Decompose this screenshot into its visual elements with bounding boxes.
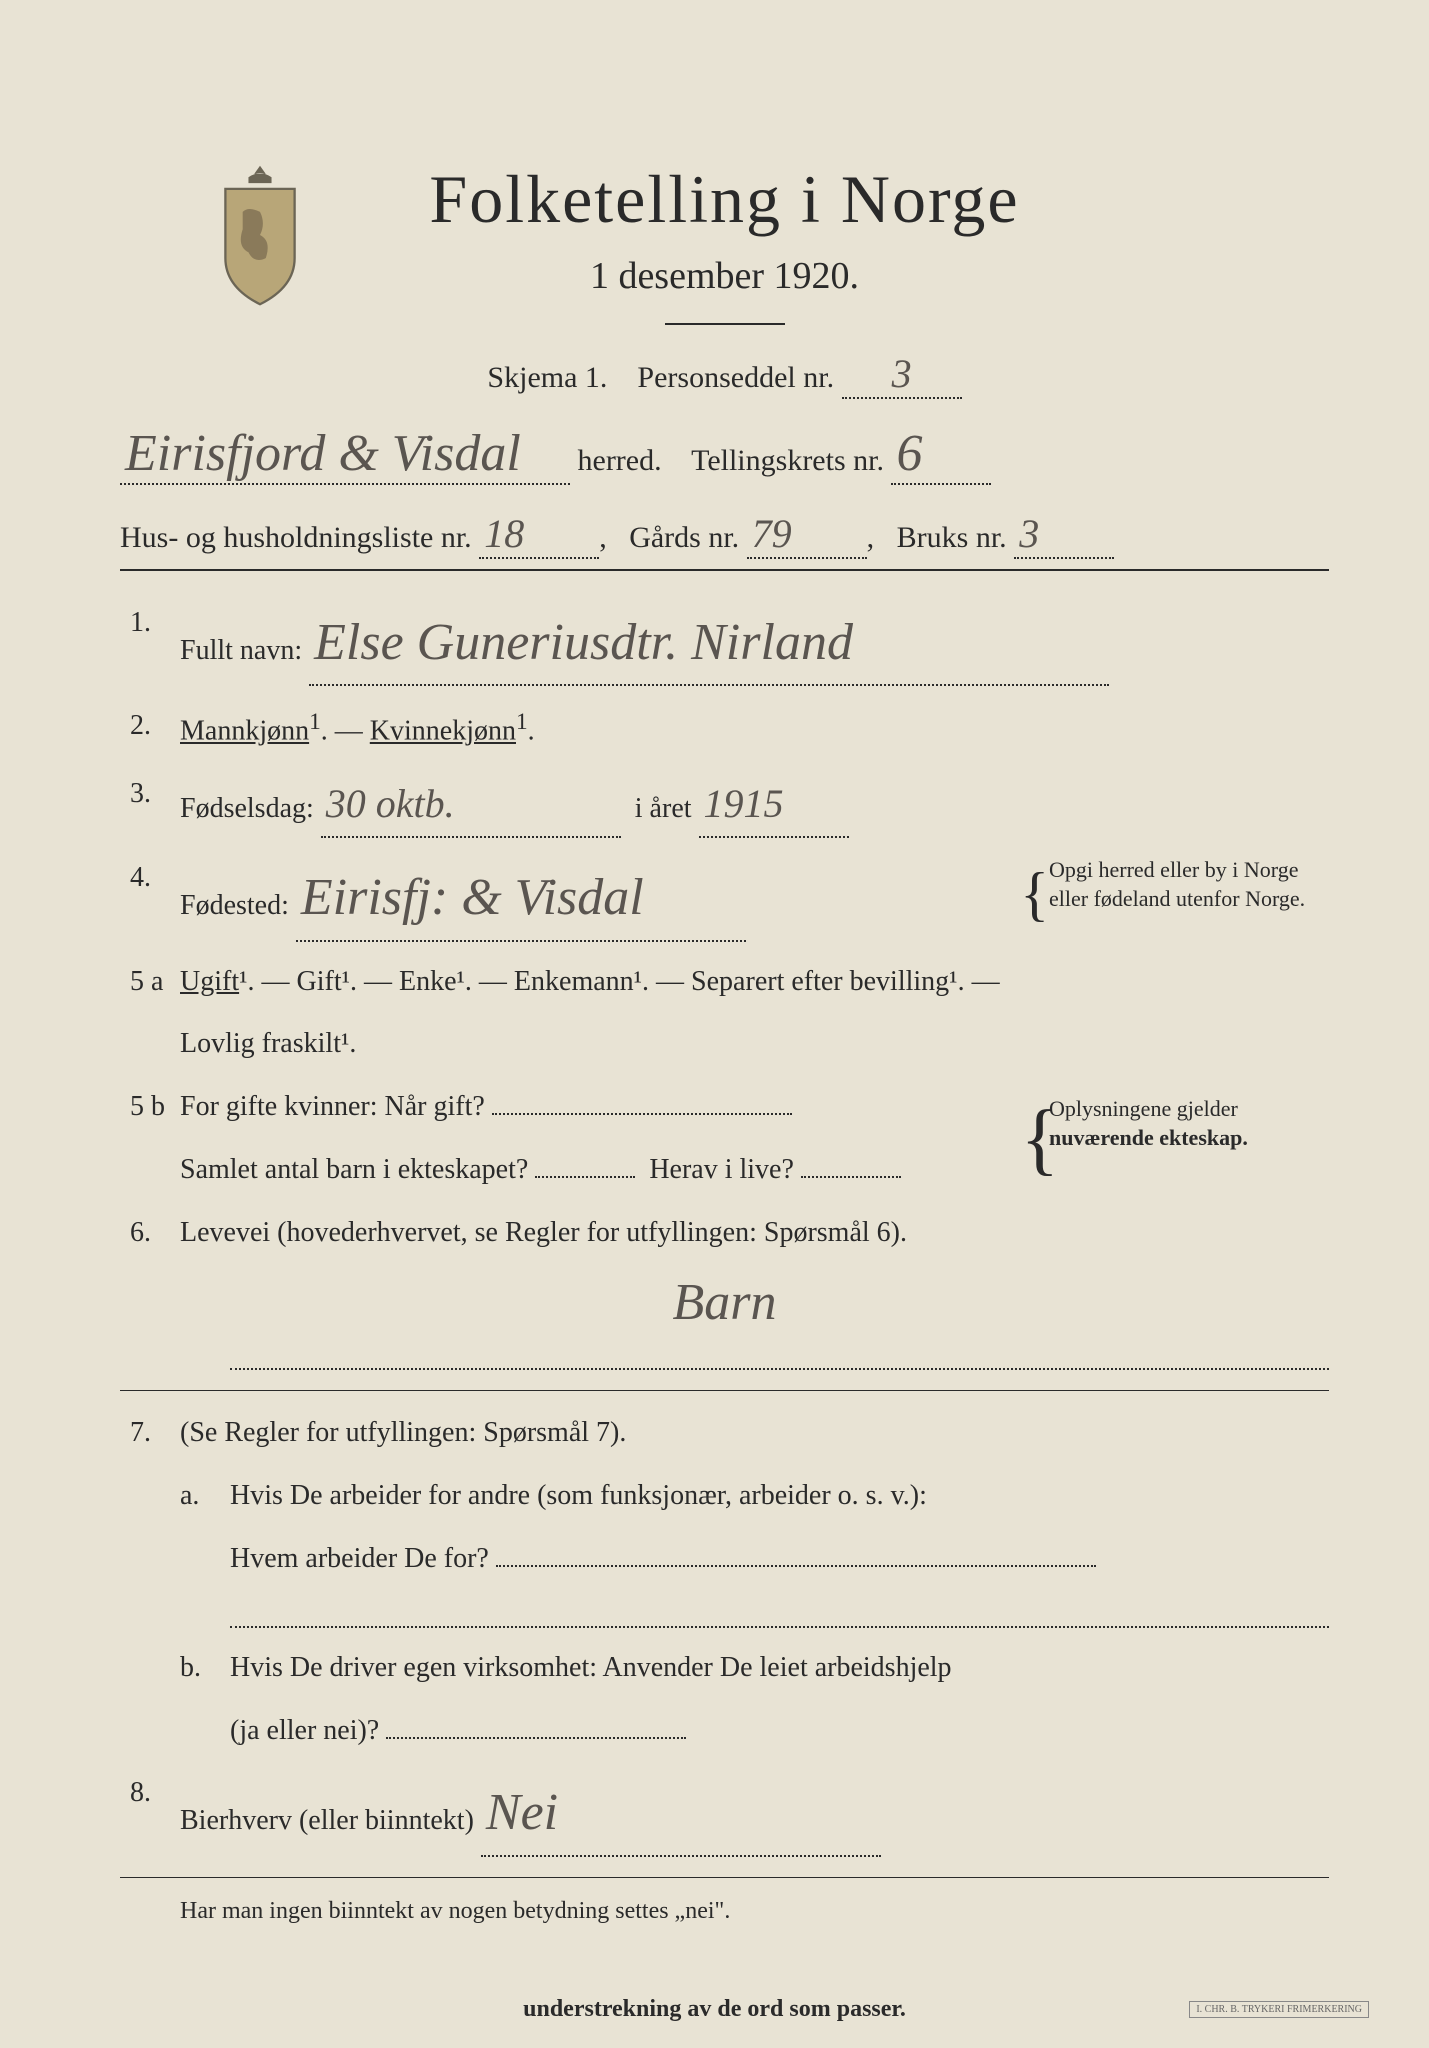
q6: 6. Levevei (hovederhvervet, se Regler fo… [120, 1211, 1329, 1256]
q4-num: 4. [130, 856, 151, 901]
cutoff-text: understrekning av de ord som passer. [523, 1996, 906, 2023]
personseddel-nr: 3 [892, 351, 912, 396]
q2-kvinne: Kvinnekjønn [370, 716, 516, 747]
q4-note: Opgi herred eller by i Norge eller fødel… [1049, 856, 1329, 913]
q5a-options2: Lovlig fraskilt¹. [180, 1028, 356, 1059]
herred-label: herred. [578, 444, 662, 477]
list-line: Hus- og husholdningsliste nr. 18, Gårds … [120, 510, 1329, 559]
q7b-text2: (ja eller nei)? [230, 1715, 379, 1746]
q5b-line2a: Samlet antal barn i ekteskapet? [180, 1154, 528, 1185]
q7a-blank [230, 1600, 1329, 1628]
herred-line: Eirisfjord & Visdal herred. Tellingskret… [120, 424, 1329, 485]
q5b-note: Oplysningene gjelder nuværende ekteskap. [1049, 1095, 1329, 1152]
q3: 3. Fødselsdag: 30 oktb. i året 1915 [120, 772, 1329, 838]
q7-num: 7. [130, 1411, 151, 1456]
q7a-2: Hvem arbeider De for? [120, 1537, 1329, 1582]
q4: 4. Fødested: Eirisfj: & Visdal { Opgi he… [120, 856, 1329, 941]
tellingskrets-nr: 6 [896, 425, 922, 482]
q2-mann: Mannkjønn [180, 716, 309, 747]
q5b-num: 5 b [130, 1085, 165, 1130]
q1: 1. Fullt navn: Else Guneriusdtr. Nirland [120, 601, 1329, 686]
husliste-label: Hus- og husholdningsliste nr. [120, 521, 472, 554]
q7a-text2: Hvem arbeider De for? [230, 1543, 489, 1574]
gards-label: Gårds nr. [629, 521, 739, 554]
q6-blank [230, 1342, 1329, 1370]
personseddel-label: Personseddel nr. [637, 361, 834, 394]
divider-3 [120, 1877, 1329, 1878]
q1-label: Fullt navn: [180, 635, 302, 666]
q3-num: 3. [130, 772, 151, 817]
q4-label: Fødested: [180, 890, 289, 921]
q3-label: Fødselsdag: [180, 793, 314, 824]
gards-nr: 79 [752, 511, 792, 556]
q6-value-wrap: Barn [180, 1273, 1269, 1332]
q7b: b. Hvis De driver egen virksomhet: Anven… [120, 1646, 1329, 1691]
q5b-line2: Samlet antal barn i ekteskapet? Herav i … [120, 1148, 1329, 1193]
q5b-line2b: Herav i live? [649, 1154, 794, 1185]
q1-value: Else Guneriusdtr. Nirland [314, 614, 853, 671]
coat-of-arms [200, 160, 320, 310]
husliste-nr: 18 [484, 511, 524, 556]
q8-label: Bierhverv (eller biinntekt) [180, 1805, 474, 1836]
q3-year: 1915 [704, 781, 784, 826]
q7a-num: a. [180, 1474, 199, 1519]
q4-value: Eirisfj: & Visdal [301, 869, 644, 926]
q5b: 5 b For gifte kvinner: Når gift? { Oplys… [120, 1085, 1329, 1130]
herred-value: Eirisfjord & Visdal [125, 425, 521, 482]
q5a-options: Ugift¹. — Gift¹. — Enke¹. — Enkemann¹. —… [180, 966, 1000, 997]
skjema-label: Skjema 1. [487, 361, 607, 394]
q5a-cont: Lovlig fraskilt¹. [120, 1022, 1329, 1067]
q6-label: Levevei (hovederhvervet, se Regler for u… [180, 1217, 907, 1248]
bruks-label: Bruks nr. [897, 521, 1007, 554]
q2: 2. Mannkjønn1. — Kvinnekjønn1. [120, 704, 1329, 754]
q5a: 5 a Ugift¹. — Gift¹. — Enke¹. — Enkemann… [120, 960, 1329, 1005]
q3-day: 30 oktb. [326, 781, 455, 826]
q6-num: 6. [130, 1211, 151, 1256]
title-divider [665, 323, 785, 325]
divider-1 [120, 569, 1329, 571]
q5a-num: 5 a [130, 960, 163, 1005]
q2-num: 2. [130, 704, 151, 749]
q7-label: (Se Regler for utfyllingen: Spørsmål 7). [180, 1417, 626, 1448]
q7b-num: b. [180, 1646, 201, 1691]
tellingskrets-label: Tellingskrets nr. [691, 444, 884, 477]
q7b-2: (ja eller nei)? [120, 1709, 1329, 1754]
q8-num: 8. [130, 1771, 151, 1816]
divider-2 [120, 1390, 1329, 1391]
brace-icon: { [1020, 846, 1049, 942]
q7: 7. (Se Regler for utfyllingen: Spørsmål … [120, 1411, 1329, 1456]
q3-year-label: i året [635, 793, 692, 824]
q1-num: 1. [130, 601, 151, 646]
q6-value: Barn [673, 1274, 777, 1331]
q8-value: Nei [486, 1784, 558, 1841]
footer-note: Har man ingen biinntekt av nogen betydni… [120, 1898, 1329, 1925]
skjema-line: Skjema 1. Personseddel nr. 3 [120, 350, 1329, 399]
printer-stamp: I. CHR. B. TRYKERI FRIMERKERING [1189, 2001, 1369, 2018]
q7b-text: Hvis De driver egen virksomhet: Anvender… [230, 1652, 952, 1683]
q7a-text: Hvis De arbeider for andre (som funksjon… [230, 1480, 927, 1511]
bruks-nr: 3 [1019, 511, 1039, 556]
q5b-line1: For gifte kvinner: Når gift? [180, 1091, 485, 1122]
q8: 8. Bierhverv (eller biinntekt) Nei [120, 1771, 1329, 1856]
q7a: a. Hvis De arbeider for andre (som funks… [120, 1474, 1329, 1519]
